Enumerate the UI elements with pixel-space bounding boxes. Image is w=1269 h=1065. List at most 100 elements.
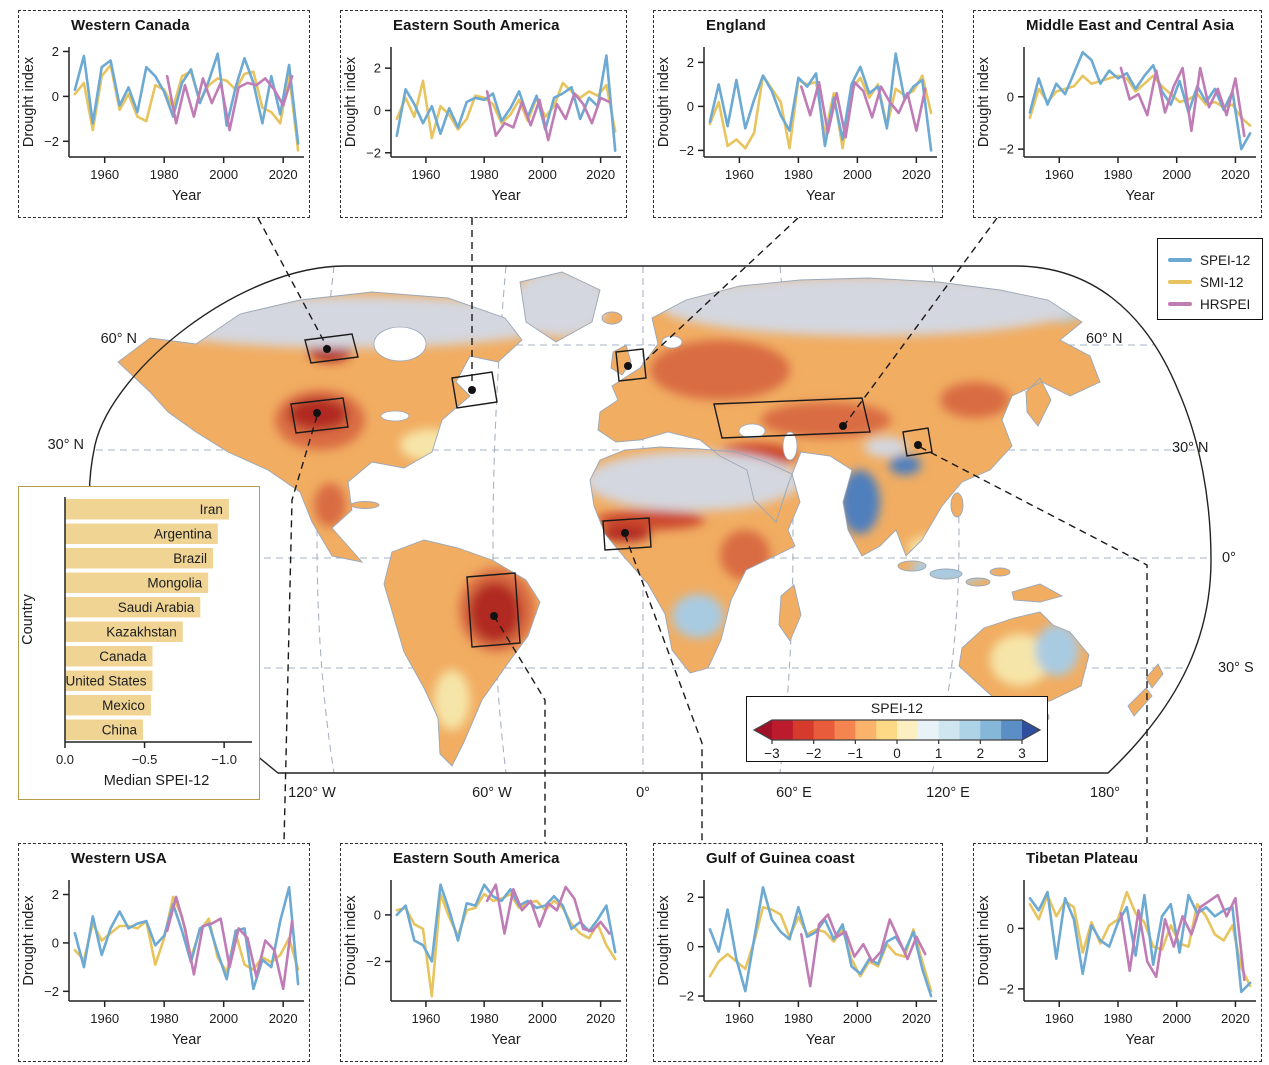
panel-tibetan-plateau: Tibetan Plateau 0 −2 1960 1980 2000 2020 Year D… xyxy=(973,843,1262,1062)
svg-text:2: 2 xyxy=(687,55,694,70)
line-chart-western-usa: 2 0 −2 1960 1980 2000 2020 Year Drought index xyxy=(21,880,304,1048)
svg-text:2000: 2000 xyxy=(528,1011,557,1026)
svg-text:−0.5: −0.5 xyxy=(132,752,158,767)
map-outline xyxy=(88,265,1212,774)
svg-text:1960: 1960 xyxy=(725,1011,754,1026)
svg-text:Drought index: Drought index xyxy=(656,895,672,986)
svg-text:1980: 1980 xyxy=(470,1011,499,1026)
panel-western-canada: Western Canada 2 0 −2 1960 1980 2000 2020 Year D… xyxy=(18,10,310,218)
median-spei-bar-chart: Iran Argentina Brazil Mongolia Saudi Arabia K… xyxy=(18,486,260,800)
svg-text:Year: Year xyxy=(172,1032,201,1048)
svg-text:Argentina: Argentina xyxy=(154,527,212,542)
spei12-colorbar: SPEI-12 −3 −2 −1 0 1 2 3 xyxy=(746,696,1048,762)
svg-text:2000: 2000 xyxy=(1162,167,1191,182)
legend-label: SPEI-12 xyxy=(1200,252,1251,268)
svg-text:−2: −2 xyxy=(366,954,381,969)
map-legend: SPEI-12 SMI-12 HRSPEI xyxy=(1157,238,1263,320)
svg-text:Drought index: Drought index xyxy=(976,56,992,147)
svg-text:2020: 2020 xyxy=(586,167,615,182)
svg-text:1980: 1980 xyxy=(150,167,179,182)
spei12-line-swatch xyxy=(1168,258,1192,262)
svg-text:2000: 2000 xyxy=(843,1011,872,1026)
svg-text:2020: 2020 xyxy=(269,1011,298,1026)
svg-text:−2: −2 xyxy=(679,143,694,158)
svg-text:2000: 2000 xyxy=(209,167,238,182)
panel-title: Eastern South America xyxy=(393,850,560,867)
panel-middle-east-central-asia: Middle East and Central Asia 0 −2 1960 1980… xyxy=(973,10,1262,218)
svg-text:3: 3 xyxy=(1018,746,1026,760)
legend-label: HRSPEI xyxy=(1200,296,1251,312)
map-axis-labels: 60° N 30° N 60° N 30° N 0° 30° S 120° W … xyxy=(48,331,1254,801)
legend-item-spei12: SPEI-12 xyxy=(1168,249,1254,271)
svg-text:Year: Year xyxy=(1125,1032,1154,1048)
svg-text:0: 0 xyxy=(687,99,694,114)
svg-text:1960: 1960 xyxy=(725,167,754,182)
svg-text:−2: −2 xyxy=(44,134,59,149)
panel-title: Western Canada xyxy=(71,17,190,34)
panel-eastern-south-america-top: Eastern South America 2 0 −2 1960 1980 2000 20… xyxy=(340,10,627,218)
legend-item-hrspei: HRSPEI xyxy=(1168,293,1254,315)
svg-text:−2: −2 xyxy=(999,981,1014,996)
svg-text:1: 1 xyxy=(935,746,943,760)
svg-text:Year: Year xyxy=(806,1032,835,1048)
svg-text:2020: 2020 xyxy=(269,167,298,182)
lon-label-180: 180° xyxy=(1090,785,1120,801)
svg-text:Iran: Iran xyxy=(200,502,223,517)
legend-item-smi12: SMI-12 xyxy=(1168,271,1254,293)
svg-text:0: 0 xyxy=(374,103,381,118)
svg-text:1980: 1980 xyxy=(150,1011,179,1026)
svg-text:1960: 1960 xyxy=(411,167,440,182)
panel-title: Tibetan Plateau xyxy=(1026,850,1139,867)
svg-text:Median SPEI-12: Median SPEI-12 xyxy=(104,773,210,789)
svg-text:1960: 1960 xyxy=(1045,167,1074,182)
panel-title: Gulf of Guinea coast xyxy=(706,850,855,867)
panel-england: England 2 0 −2 1960 1980 2000 2020 Year Drought … xyxy=(653,10,943,218)
svg-text:2: 2 xyxy=(52,44,59,59)
svg-text:2020: 2020 xyxy=(902,167,931,182)
svg-text:Mongolia: Mongolia xyxy=(147,576,202,591)
bar-chart-median-spei12: Iran Argentina Brazil Mongolia Saudi Arabia K… xyxy=(20,497,252,789)
svg-text:2: 2 xyxy=(977,746,985,760)
svg-text:Drought index: Drought index xyxy=(343,895,359,986)
svg-text:0.0: 0.0 xyxy=(56,752,74,767)
svg-text:Saudi Arabia: Saudi Arabia xyxy=(118,600,195,615)
svg-text:Drought index: Drought index xyxy=(343,56,359,147)
line-chart-eastern-south-america-top: 2 0 −2 1960 1980 2000 2020 Year Drought index xyxy=(343,47,621,204)
svg-text:0: 0 xyxy=(893,746,901,760)
svg-text:1960: 1960 xyxy=(90,167,119,182)
panel-gulf-of-guinea-coast: Gulf of Guinea coast 2 0 −2 1960 1980 2000 202… xyxy=(653,843,943,1062)
map-lakes xyxy=(373,326,798,461)
smi12-line-swatch xyxy=(1168,280,1192,284)
svg-text:China: China xyxy=(102,723,138,738)
svg-text:Year: Year xyxy=(491,1032,520,1048)
line-chart-middle-east-central-asia: 0 −2 1960 1980 2000 2020 Year Drought index xyxy=(976,47,1256,204)
svg-text:Canada: Canada xyxy=(99,649,147,664)
svg-text:1980: 1980 xyxy=(470,167,499,182)
svg-text:2000: 2000 xyxy=(209,1011,238,1026)
panel-title: Western USA xyxy=(71,850,167,867)
lat-label-60n-right: 60° N xyxy=(1086,331,1122,347)
svg-text:−1.0: −1.0 xyxy=(211,752,237,767)
svg-text:Year: Year xyxy=(806,188,835,204)
svg-text:Drought index: Drought index xyxy=(21,895,37,986)
lat-label-30n-left: 30° N xyxy=(48,437,84,453)
svg-text:0: 0 xyxy=(52,935,59,950)
svg-text:1960: 1960 xyxy=(1045,1011,1074,1026)
svg-text:2020: 2020 xyxy=(586,1011,615,1026)
svg-text:2000: 2000 xyxy=(528,167,557,182)
lon-label-120e: 120° E xyxy=(926,785,970,801)
svg-text:2: 2 xyxy=(374,61,381,76)
svg-text:−1: −1 xyxy=(848,746,863,760)
lat-label-60n-left: 60° N xyxy=(101,331,137,347)
svg-text:2020: 2020 xyxy=(1221,1011,1250,1026)
svg-text:Drought index: Drought index xyxy=(976,895,992,986)
svg-text:Country: Country xyxy=(20,593,36,645)
region-dots xyxy=(313,345,922,620)
lat-label-30n-right: 30° N xyxy=(1172,440,1208,456)
line-chart-england: 2 0 −2 1960 1980 2000 2020 Year Drought index xyxy=(656,47,937,204)
svg-text:1980: 1980 xyxy=(1104,1011,1133,1026)
svg-text:Year: Year xyxy=(172,188,201,204)
svg-text:1980: 1980 xyxy=(784,167,813,182)
svg-text:1960: 1960 xyxy=(90,1011,119,1026)
